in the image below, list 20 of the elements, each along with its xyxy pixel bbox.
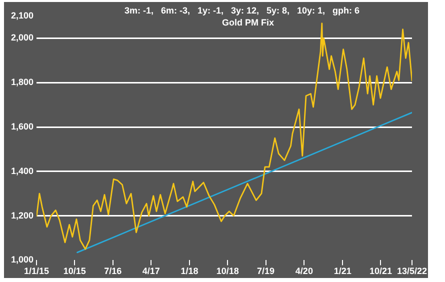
y-tick-label: 1,400 [10,166,34,176]
y-tick-label: 2,000 [10,32,34,43]
x-tick-label: 10/21 [369,266,392,276]
x-tick-label: 10/18 [216,266,239,276]
x-tick-label: 1/18 [180,266,198,276]
y-tick-label: 1,600 [10,121,34,132]
x-tick-label: 1/1/15 [24,266,50,276]
y-tick-label: 1,200 [10,210,34,220]
y-tick-label: 1,000 [10,254,34,265]
chart-title: Gold PM Fix [222,17,274,28]
y-tick-label: 2,100 [10,10,34,20]
y-tick-label: 1,800 [10,77,34,88]
x-tick-label: 7/19 [257,266,275,276]
chart-subtitle: 3m: -1, 6m: -3, 1y: -1, 3y: 12, 5y: 8, 10y: 1, gph: 6 [124,5,360,16]
x-tick-label: 4/20 [295,266,313,276]
x-tick-label: 10/15 [63,266,86,276]
x-tick-label: 7/16 [104,266,122,276]
x-tick-label: 4/17 [142,266,160,276]
x-tick-label: 1/21 [334,266,352,276]
x-tick-label: 13/5/22 [396,266,427,276]
